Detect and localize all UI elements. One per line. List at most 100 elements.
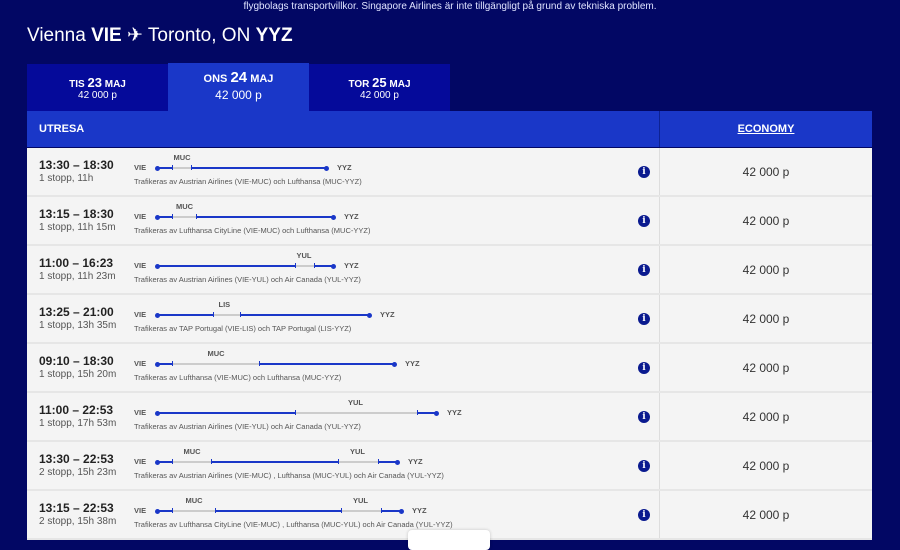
operators-text: Trafikeras av Austrian Airlines (VIE-YUL… bbox=[134, 275, 361, 284]
destination-city: Toronto, ON bbox=[147, 25, 251, 46]
flight-duration: 1 stopp, 15h 20m bbox=[39, 369, 117, 380]
economy-price[interactable]: 42 000 p bbox=[742, 410, 790, 424]
operators-text: Trafikeras av TAP Portugal (VIE-LIS) och… bbox=[134, 324, 352, 333]
divider bbox=[659, 442, 660, 489]
segment-tick bbox=[213, 312, 214, 317]
flight-row[interactable]: 13:15 – 18:30 1 stopp, 11h 15m VIE YYZ MU… bbox=[27, 197, 872, 246]
info-icon[interactable]: i bbox=[638, 313, 650, 325]
destination-code: YYZ bbox=[255, 25, 293, 46]
flight-times: 13:15 – 22:53 bbox=[39, 501, 114, 515]
divider bbox=[659, 246, 660, 293]
origin-airport: VIE bbox=[134, 457, 147, 466]
segment-tick bbox=[172, 361, 173, 366]
flight-duration: 1 stopp, 11h 23m bbox=[39, 271, 116, 282]
flight-times: 13:25 – 21:00 bbox=[39, 305, 114, 319]
flight-duration: 2 stopp, 15h 38m bbox=[39, 516, 117, 527]
flight-duration: 1 stopp, 17h 53m bbox=[39, 418, 117, 429]
origin-dot bbox=[155, 312, 160, 318]
flight-segment bbox=[215, 510, 341, 512]
flight-segment bbox=[314, 265, 333, 267]
origin-dot bbox=[155, 361, 160, 367]
divider bbox=[659, 148, 660, 195]
stop-airport: YUL bbox=[348, 398, 363, 407]
operators-text: Trafikeras av Austrian Airlines (VIE-MUC… bbox=[134, 177, 362, 186]
segment-tick bbox=[381, 508, 382, 513]
flight-segment bbox=[157, 265, 295, 267]
info-icon[interactable]: i bbox=[638, 411, 650, 423]
economy-price[interactable]: 42 000 p bbox=[742, 508, 790, 522]
segment-tick bbox=[240, 312, 241, 317]
airplane-icon: ✈ bbox=[127, 25, 143, 46]
flight-duration: 1 stopp, 13h 35m bbox=[39, 320, 117, 331]
info-icon[interactable]: i bbox=[638, 215, 650, 227]
segment-tick bbox=[172, 459, 173, 464]
info-icon[interactable]: i bbox=[638, 362, 650, 374]
origin-dot bbox=[155, 459, 160, 465]
layover-segment bbox=[295, 412, 417, 414]
date-tab[interactable]: TIS 23 MAJ 42 000 p bbox=[27, 64, 168, 112]
destination-airport: YYZ bbox=[447, 408, 462, 417]
flight-segment bbox=[157, 314, 213, 316]
origin-airport: VIE bbox=[134, 408, 147, 417]
flight-row[interactable]: 13:30 – 18:30 1 stopp, 11h VIE YYZ MUC Tr… bbox=[27, 148, 872, 197]
floating-popup[interactable] bbox=[408, 530, 490, 550]
economy-price[interactable]: 42 000 p bbox=[742, 459, 790, 473]
segment-tick bbox=[295, 410, 296, 415]
info-icon[interactable]: i bbox=[638, 166, 650, 178]
segment-tick bbox=[295, 263, 296, 268]
economy-price[interactable]: 42 000 p bbox=[742, 214, 790, 228]
layover-segment bbox=[341, 510, 381, 512]
date-tab[interactable]: ONS 24 MAJ 42 000 p bbox=[168, 63, 309, 112]
flight-segment bbox=[417, 412, 436, 414]
flight-times: 13:30 – 18:30 bbox=[39, 158, 114, 172]
flight-segment bbox=[157, 510, 172, 512]
date-tabs: TIS 23 MAJ 42 000 p ONS 24 MAJ 42 000 p TOR … bbox=[27, 63, 450, 112]
segment-tick bbox=[172, 214, 173, 219]
origin-dot bbox=[155, 263, 160, 269]
cabin-economy-link[interactable]: ECONOMY bbox=[737, 123, 795, 135]
stop-airport: MUC bbox=[183, 447, 201, 456]
info-icon[interactable]: i bbox=[638, 509, 650, 521]
flight-row[interactable]: 13:30 – 22:53 2 stopp, 15h 23m VIE YYZ MU… bbox=[27, 442, 872, 491]
layover-segment bbox=[338, 461, 378, 463]
flight-duration: 2 stopp, 15h 23m bbox=[39, 467, 117, 478]
date-label: ONS 24 MAJ bbox=[203, 69, 274, 86]
operators-text: Trafikeras av Lufthansa CityLine (VIE-MU… bbox=[134, 520, 453, 529]
flight-segment bbox=[157, 461, 172, 463]
economy-price[interactable]: 42 000 p bbox=[742, 361, 790, 375]
flight-row[interactable]: 11:00 – 22:53 1 stopp, 17h 53m VIE YYZ YU… bbox=[27, 393, 872, 442]
flight-duration: 1 stopp, 11h 15m bbox=[39, 222, 116, 233]
flight-row[interactable]: 13:25 – 21:00 1 stopp, 13h 35m VIE YYZ LI… bbox=[27, 295, 872, 344]
origin-dot bbox=[155, 214, 160, 220]
segment-tick bbox=[338, 459, 339, 464]
economy-price[interactable]: 42 000 p bbox=[742, 312, 790, 326]
divider bbox=[659, 295, 660, 342]
flight-row[interactable]: 11:00 – 16:23 1 stopp, 11h 23m VIE YYZ YU… bbox=[27, 246, 872, 295]
date-tab[interactable]: TOR 25 MAJ 42 000 p bbox=[309, 64, 450, 112]
operators-text: Trafikeras av Austrian Airlines (VIE-YUL… bbox=[134, 422, 361, 431]
origin-airport: VIE bbox=[134, 310, 147, 319]
operators-text: Trafikeras av Lufthansa CityLine (VIE-MU… bbox=[134, 226, 371, 235]
divider bbox=[659, 491, 660, 538]
date-label: TOR 25 MAJ bbox=[348, 75, 411, 90]
segment-tick bbox=[196, 214, 197, 219]
flight-segment bbox=[157, 167, 172, 169]
destination-airport: YYZ bbox=[380, 310, 395, 319]
flight-row[interactable]: 09:10 – 18:30 1 stopp, 15h 20m VIE YYZ MU… bbox=[27, 344, 872, 393]
flight-row[interactable]: 13:15 – 22:53 2 stopp, 15h 38m VIE YYZ MU… bbox=[27, 491, 872, 540]
economy-price[interactable]: 42 000 p bbox=[742, 165, 790, 179]
stop-airport: MUC bbox=[185, 496, 203, 505]
layover-segment bbox=[213, 314, 240, 316]
info-icon[interactable]: i bbox=[638, 460, 650, 472]
flight-segment bbox=[381, 510, 401, 512]
origin-dot bbox=[155, 165, 160, 171]
destination-airport: YYZ bbox=[412, 506, 427, 515]
table-header: UTRESA ECONOMY bbox=[27, 111, 872, 147]
flight-segment bbox=[240, 314, 369, 316]
info-icon[interactable]: i bbox=[638, 264, 650, 276]
segment-tick bbox=[191, 165, 192, 170]
destination-dot bbox=[395, 459, 400, 465]
segment-tick bbox=[259, 361, 260, 366]
flight-segment bbox=[259, 363, 394, 365]
economy-price[interactable]: 42 000 p bbox=[742, 263, 790, 277]
